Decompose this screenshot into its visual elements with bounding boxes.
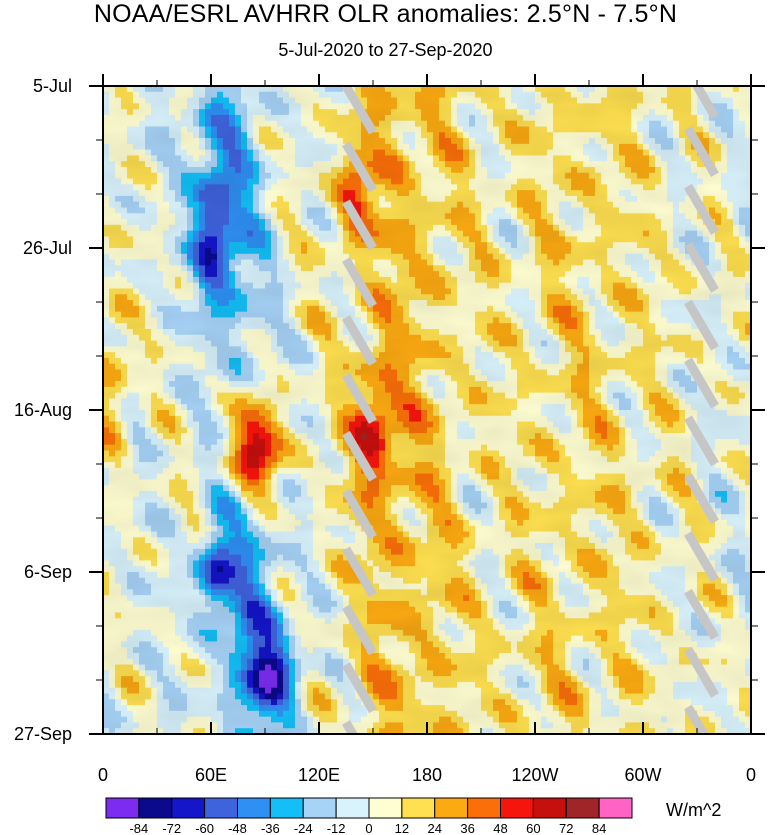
y-axis: 5-Jul 26-Jul 16-Aug 6-Sep 27-Sep: [14, 76, 765, 744]
y-tick-label: 5-Jul: [33, 76, 72, 96]
chart-subtitle: 5-Jul-2020 to 27-Sep-2020: [278, 40, 493, 60]
colorbar-swatch: [368, 797, 403, 819]
colorbar-level-label: 48: [493, 821, 507, 835]
colorbar-swatch: [598, 797, 633, 819]
colorbar-units: W/m^2: [666, 800, 721, 820]
colorbar-level-label: -36: [261, 821, 280, 835]
x-tick-label: 120W: [511, 765, 558, 785]
colorbar-swatch: [138, 797, 173, 819]
y-tick-label: 6-Sep: [24, 562, 72, 582]
colorbar-level-label: -84: [129, 821, 148, 835]
colorbar-swatch: [434, 797, 469, 819]
colorbar-level-label: 0: [365, 821, 372, 835]
y-tick-label: 27-Sep: [14, 724, 72, 744]
colorbar-swatch: [532, 797, 567, 819]
missing-data-streaks: [342, 86, 719, 734]
x-tick-label: 0: [98, 765, 108, 785]
colorbar-swatch: [105, 797, 140, 819]
colorbar-swatch: [500, 797, 534, 819]
x-tick-label: 180: [412, 765, 442, 785]
colorbar-level-label: 12: [395, 821, 409, 835]
x-tick-label: 120E: [298, 765, 340, 785]
x-tick-label: 60E: [195, 765, 227, 785]
chart-title: NOAA/ESRL AVHRR OLR anomalies: 2.5°N - 7…: [93, 0, 678, 28]
colorbar-level-label: -48: [228, 821, 247, 835]
colorbar-swatch: [335, 797, 370, 819]
colorbar-level-label: 36: [460, 821, 474, 835]
colorbar-swatch: [302, 797, 337, 819]
colorbar-level-label: -12: [327, 821, 346, 835]
x-tick-label: 0: [746, 765, 756, 785]
colorbar-swatch: [269, 797, 304, 819]
colorbar-level-label: 72: [559, 821, 573, 835]
x-axis: 0 60E 120E 180 120W 60W 0: [98, 74, 756, 785]
colorbar-swatch: [171, 797, 206, 819]
colorbar-swatch: [401, 797, 436, 819]
colorbar-level-label: 60: [526, 821, 540, 835]
colorbar-level-label: 24: [428, 821, 442, 835]
colorbar-swatch: [204, 797, 239, 819]
colorbar-level-label: 84: [592, 821, 606, 835]
colorbar-level-label: -72: [162, 821, 181, 835]
x-tick-label: 60W: [624, 765, 661, 785]
colorbar-level-label: -24: [294, 821, 313, 835]
colorbar-swatch: [467, 797, 502, 819]
anomaly-field: [103, 86, 751, 734]
colorbar: -84 -72 -60 -48 -36 -24 -12 0 12 24 36 48 60 72 84 W/m^…: [105, 797, 721, 835]
colorbar-swatch: [565, 797, 600, 819]
y-tick-label: 16-Aug: [14, 400, 72, 420]
y-tick-label: 26-Jul: [23, 238, 72, 258]
colorbar-level-label: -60: [195, 821, 214, 835]
colorbar-swatch: [237, 797, 271, 819]
